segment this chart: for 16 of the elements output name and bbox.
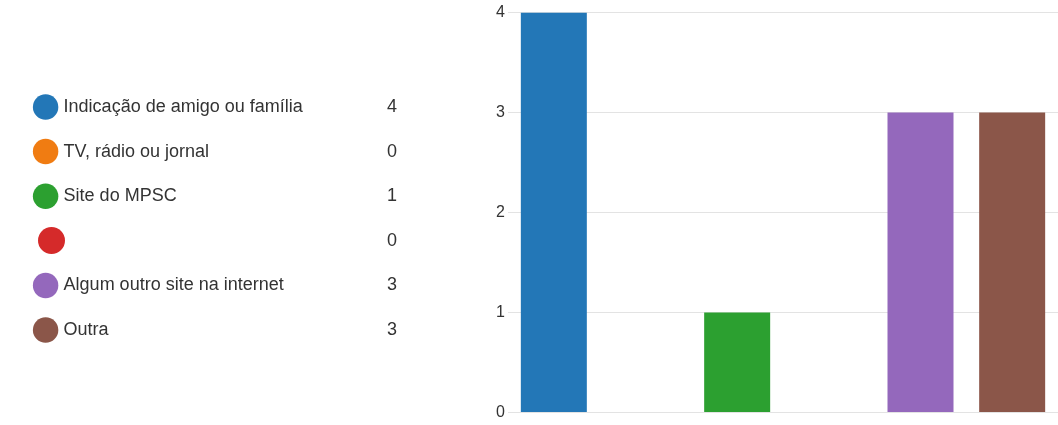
text: 3 — [386, 318, 398, 339]
y-tick-label: 2 — [496, 202, 506, 220]
legend-label: Site do MPSC — [63, 185, 177, 206]
y-tick-label: 0 — [496, 402, 506, 420]
y-tick-label: 3 — [496, 102, 506, 120]
y-tick-label: 4 — [496, 3, 506, 21]
text: 0 — [386, 229, 398, 250]
y-tick-label: 1 — [496, 302, 506, 320]
text: 0 — [386, 140, 398, 161]
legend-label: Outra — [63, 318, 110, 339]
text: 3 — [386, 274, 398, 295]
legend-label: Algum outro site na internet — [63, 274, 284, 295]
text: 1 — [386, 185, 398, 206]
legend-label: TV, rádio ou jornal — [63, 140, 210, 161]
legend-label: Indicação de amigo ou família — [63, 95, 304, 116]
text: 4 — [386, 95, 398, 116]
